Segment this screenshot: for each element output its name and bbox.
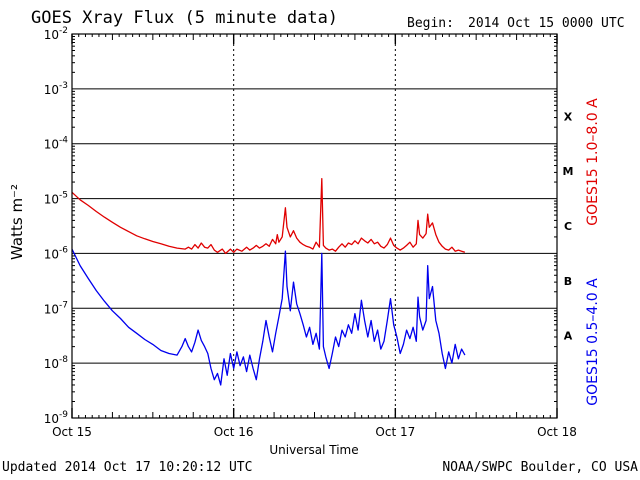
x-tick-label: Oct 16 — [214, 425, 254, 439]
y-tick-label: 10-5 — [44, 191, 68, 207]
axes: 10-9 10-8 10-7 10-6 10-5 10-4 10-3 10-2 Oct 15 Oc… — [44, 26, 577, 439]
x-tick-label: Oct 15 — [52, 425, 92, 439]
flare-class-label: M — [563, 165, 574, 178]
chart-title: GOES Xray Flux (5 minute data) — [31, 8, 339, 28]
x-tick-label: Oct 18 — [537, 425, 577, 439]
legend-long-channel: GOES15 1.0–8.0 A — [585, 98, 601, 226]
flare-class-label: A — [564, 330, 573, 343]
y-tick-label: 10-6 — [44, 245, 69, 261]
y-tick-label: 10-4 — [44, 136, 69, 152]
y-tick-label: 10-2 — [44, 26, 68, 42]
begin-date: 2014 Oct 15 0000 UTC — [468, 16, 625, 31]
flare-class-label: C — [564, 220, 572, 233]
legend-short-channel: GOES15 0.5–4.0 A — [585, 278, 601, 406]
series-short-channel — [71, 248, 466, 386]
series-long-channel — [71, 178, 466, 255]
credit-text: NOAA/SWPC Boulder, CO USA — [442, 460, 638, 475]
begin-label: Begin: — [407, 16, 454, 31]
series-lines — [71, 178, 466, 386]
grid-lines — [72, 34, 557, 418]
flare-class-label: X — [564, 110, 573, 123]
updated-timestamp: Updated 2014 Oct 17 10:20:12 UTC — [2, 460, 253, 475]
x-tick-label: Oct 17 — [375, 425, 415, 439]
y-tick-label: 10-8 — [44, 355, 69, 371]
plot-frame — [71, 33, 558, 419]
x-axis-label: Universal Time — [269, 443, 358, 457]
flare-class-label: B — [564, 275, 572, 288]
y-axis-label: Watts m⁻² — [8, 184, 26, 260]
y-tick-label: 10-7 — [44, 300, 68, 316]
y-tick-label: 10-9 — [44, 410, 69, 426]
y-tick-label: 10-3 — [44, 81, 68, 97]
